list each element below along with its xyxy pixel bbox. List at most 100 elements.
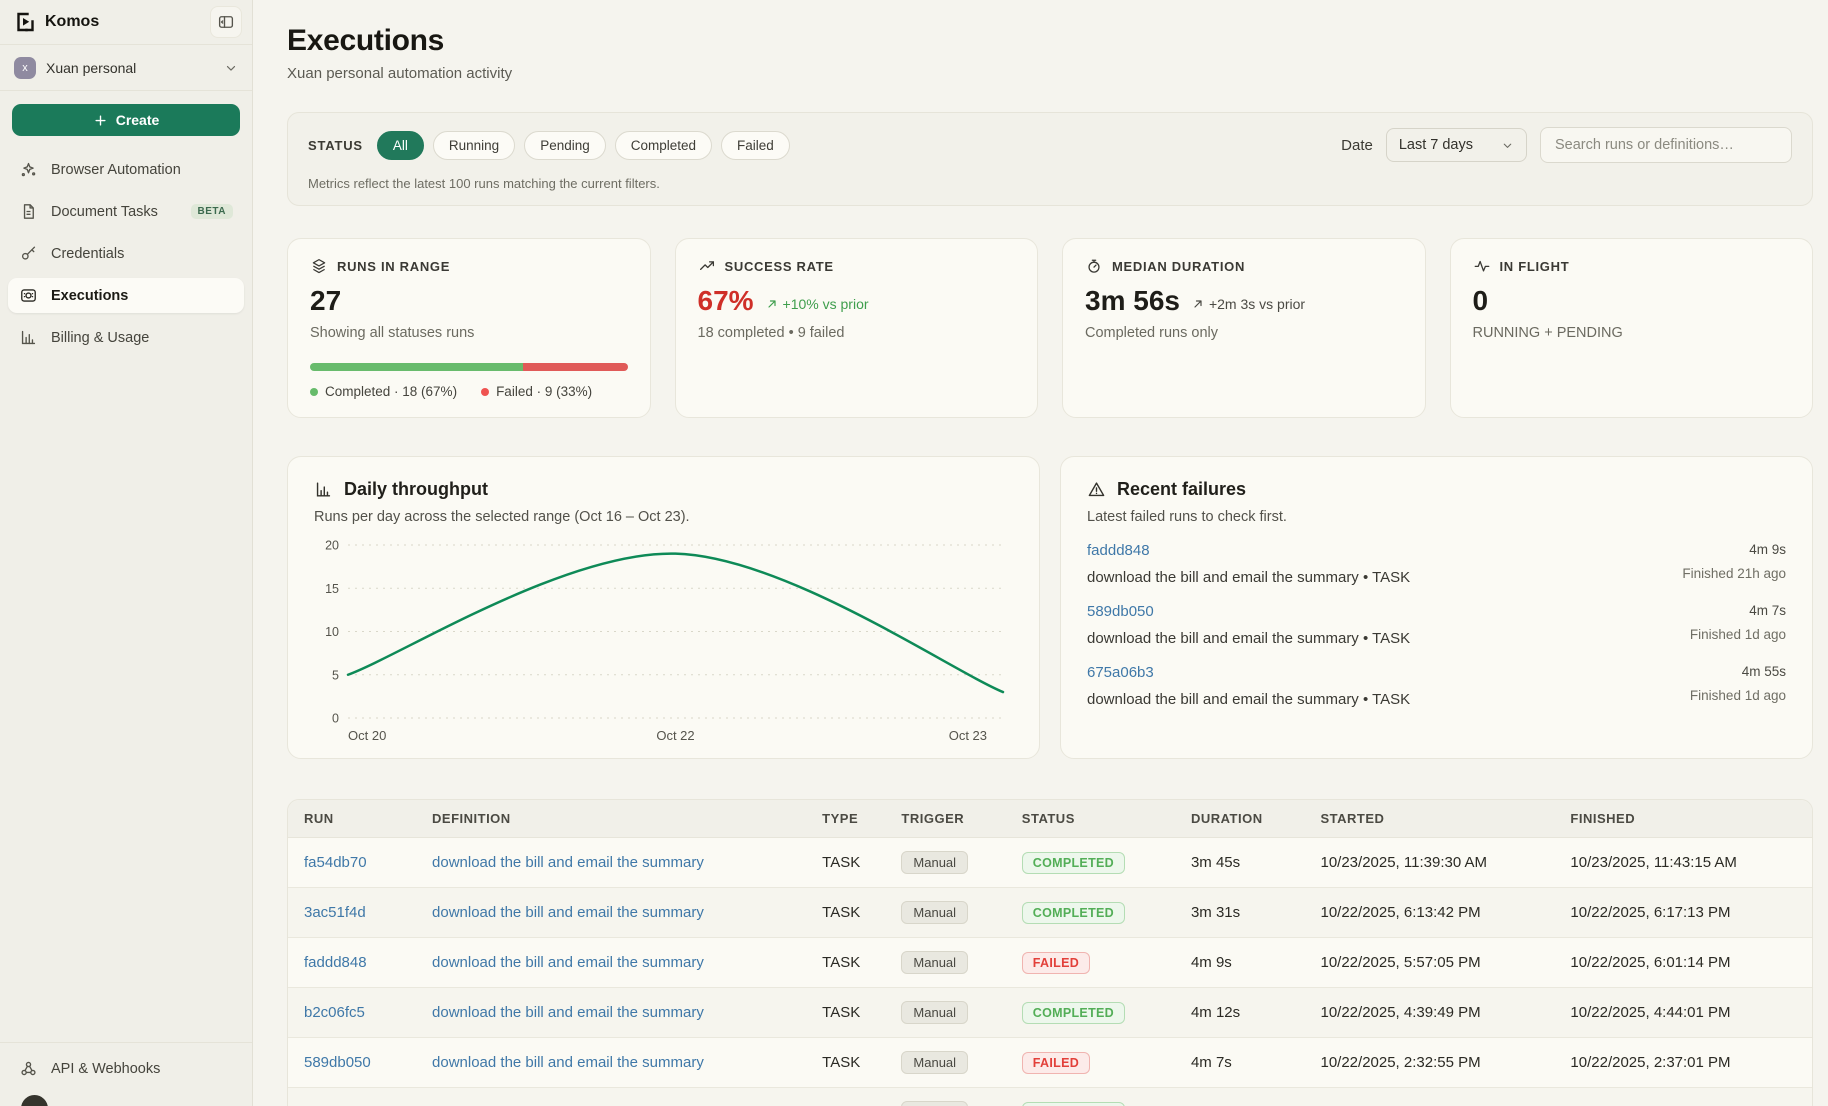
table-row: 771ae19b download the bill and email the … — [288, 1087, 1812, 1106]
cell-definition: download the bill and email the summary — [416, 1087, 807, 1106]
search-input[interactable] — [1540, 127, 1792, 163]
create-button-label: Create — [115, 112, 160, 128]
metric-label: SUCCESS RATE — [724, 258, 834, 274]
sidebar-item-browser-automation[interactable]: Browser Automation — [8, 152, 244, 187]
user-avatar[interactable] — [21, 1095, 48, 1106]
status-pill-failed[interactable]: Failed — [721, 130, 790, 160]
cell-type: TASK — [806, 1087, 886, 1106]
failure-run-link[interactable]: 589db050 — [1087, 603, 1154, 620]
cell-finished: 10/23/2025, 11:43:15 AM — [1554, 837, 1812, 888]
definition-link[interactable]: download the bill and email the summary — [432, 1054, 704, 1071]
executions-icon — [19, 286, 38, 305]
failure-description: download the bill and email the summary … — [1087, 630, 1411, 647]
failure-item: 589db050 download the bill and email the … — [1087, 603, 1786, 647]
trigger-badge: Manual — [901, 851, 969, 874]
sidebar-item-api-webhooks[interactable]: API & Webhooks — [8, 1051, 244, 1086]
table-row: 3ac51f4d download the bill and email the … — [288, 887, 1812, 938]
col-run: RUN — [288, 800, 417, 838]
run-id-link[interactable]: 771ae19b — [304, 1104, 371, 1106]
date-range-select[interactable]: Last 7 days — [1385, 128, 1527, 162]
failure-run-link[interactable]: 675a06b3 — [1087, 664, 1154, 681]
status-pills: All Running Pending Completed Failed — [376, 130, 790, 160]
beta-badge: BETA — [190, 204, 233, 219]
cell-started: 10/22/2025, 5:57:05 PM — [1304, 937, 1555, 988]
col-started: STARTED — [1304, 800, 1555, 838]
cell-type: TASK — [806, 887, 886, 938]
cell-run: fa54db70 — [288, 837, 417, 888]
failure-duration: 4m 55s — [1741, 664, 1786, 679]
panel-subtitle: Runs per day across the selected range (… — [314, 509, 690, 525]
metric-value: 0 — [1472, 285, 1489, 316]
cell-definition: download the bill and email the summary — [416, 887, 807, 938]
status-pill-running[interactable]: Running — [432, 130, 516, 160]
cell-finished: 10/22/2025, 2:24:30 PM — [1554, 1087, 1812, 1106]
definition-link[interactable]: download the bill and email the summary — [432, 1104, 704, 1106]
completed-failed-bar — [310, 363, 628, 371]
runs-table: RUN DEFINITION TYPE TRIGGER STATUS DURAT… — [288, 800, 1812, 1106]
definition-link[interactable]: download the bill and email the summary — [432, 1004, 704, 1021]
workspace-name: Xuan personal — [46, 59, 137, 76]
sidebar-item-label: Executions — [51, 287, 129, 304]
layers-icon — [310, 257, 328, 275]
failure-run-link[interactable]: faddd848 — [1087, 542, 1150, 559]
sidebar-item-label: Browser Automation — [51, 161, 181, 178]
sidebar-item-credentials[interactable]: Credentials — [8, 236, 244, 271]
status-badge: FAILED — [1021, 951, 1091, 974]
sidebar-item-label: Billing & Usage — [51, 329, 150, 346]
run-id-link[interactable]: fa54db70 — [304, 854, 367, 871]
activity-icon — [1473, 257, 1491, 275]
cell-status: COMPLETED — [1005, 887, 1175, 938]
run-id-link[interactable]: 3ac51f4d — [304, 904, 366, 921]
failure-finished: Finished 21h ago — [1682, 566, 1786, 581]
sidebar: Komos x Xuan personal Create B — [0, 0, 253, 1106]
trigger-badge: Manual — [901, 951, 969, 974]
definition-link[interactable]: download the bill and email the summary — [432, 904, 704, 921]
failure-finished: Finished 1d ago — [1689, 627, 1786, 642]
metric-caption: Completed runs only — [1085, 325, 1218, 341]
cell-trigger: Manual — [885, 837, 1006, 888]
cell-definition: download the bill and email the summary — [416, 1037, 807, 1088]
sidebar-item-billing-usage[interactable]: Billing & Usage — [8, 320, 244, 355]
definition-link[interactable]: download the bill and email the summary — [432, 954, 704, 971]
cell-finished: 10/22/2025, 2:37:01 PM — [1554, 1037, 1812, 1088]
cell-trigger: Manual — [885, 1037, 1006, 1088]
status-pill-all[interactable]: All — [376, 130, 424, 160]
y-axis-tick: 5 — [332, 668, 339, 682]
definition-link[interactable]: download the bill and email the summary — [432, 854, 704, 871]
y-axis-tick: 10 — [325, 625, 339, 639]
sidebar-item-executions[interactable]: Executions — [8, 278, 244, 313]
cell-definition: download the bill and email the summary — [416, 837, 807, 888]
table-row: fa54db70 download the bill and email the … — [288, 837, 1812, 888]
cell-status: COMPLETED — [1005, 987, 1175, 1038]
cell-duration: 4m 7s — [1174, 1037, 1305, 1088]
sidebar-collapse-icon[interactable] — [210, 6, 242, 38]
runs-in-range-card: RUNS IN RANGE 27 Showing all statuses ru… — [287, 238, 651, 418]
throughput-line-chart: 0 5 10 15 20 Oct 20 Oct 22 Oct 23 — [325, 539, 1005, 743]
status-pill-completed[interactable]: Completed — [614, 130, 713, 160]
table-row: 589db050 download the bill and email the … — [288, 1037, 1812, 1088]
failure-meta: 4m 7s Finished 1d ago — [1690, 603, 1786, 647]
metric-label: RUNS IN RANGE — [337, 258, 451, 274]
run-id-link[interactable]: 589db050 — [304, 1054, 371, 1071]
x-axis-tick: Oct 22 — [656, 728, 694, 743]
table-row: b2c06fc5 download the bill and email the … — [288, 987, 1812, 1038]
cell-run: 589db050 — [288, 1037, 417, 1088]
failure-item: faddd848 download the bill and email the … — [1087, 542, 1786, 586]
run-id-link[interactable]: faddd848 — [304, 954, 367, 971]
status-pill-pending[interactable]: Pending — [524, 130, 606, 160]
metric-value: 27 — [310, 285, 342, 316]
date-filter-label: Date — [1341, 136, 1373, 154]
create-button[interactable]: Create — [12, 104, 240, 136]
filter-bar: STATUS All Running Pending Completed Fai… — [287, 112, 1813, 206]
metric-label: IN FLIGHT — [1499, 258, 1570, 274]
cell-duration: 3m 31s — [1174, 887, 1305, 938]
sidebar-item-document-tasks[interactable]: Document Tasks BETA — [8, 194, 244, 229]
run-id-link[interactable]: b2c06fc5 — [304, 1004, 365, 1021]
in-flight-card: IN FLIGHT 0 RUNNING + PENDING — [1449, 238, 1813, 418]
sidebar-item-label: API & Webhooks — [51, 1060, 161, 1077]
warning-icon — [1087, 480, 1106, 499]
metric-value: 67% — [697, 285, 754, 316]
legend-failed: Failed · 9 (33%) — [496, 384, 593, 399]
workspace-switcher[interactable]: x Xuan personal — [0, 45, 252, 91]
chart-icon — [314, 480, 333, 499]
